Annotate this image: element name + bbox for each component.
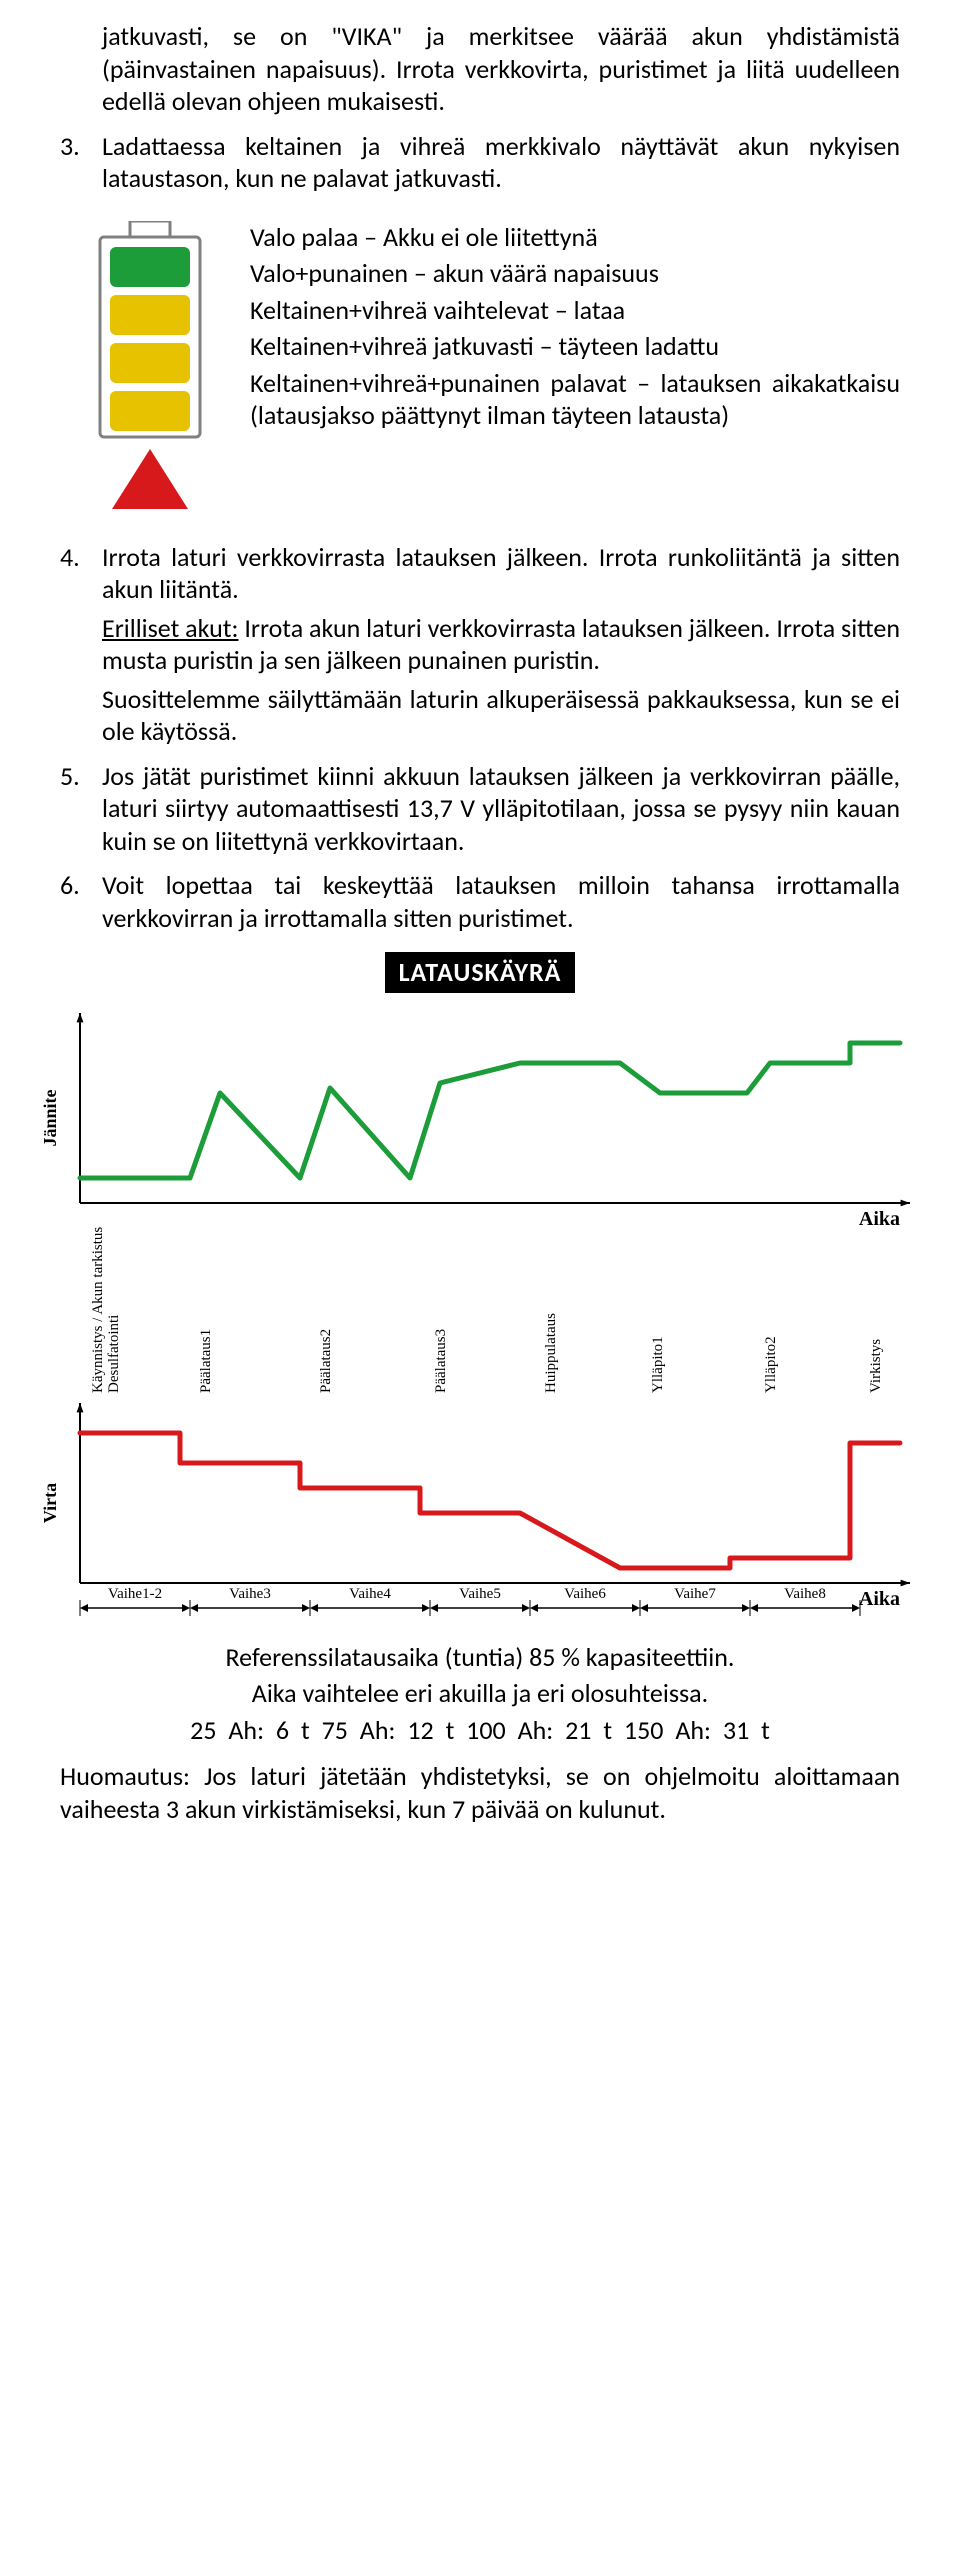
svg-text:Vaihe6: Vaihe6 — [564, 1586, 606, 1602]
svg-text:Huippulataus: Huippulataus — [543, 1312, 559, 1392]
svg-text:Vaihe4: Vaihe4 — [349, 1586, 391, 1602]
svg-text:Päälataus2: Päälataus2 — [318, 1328, 334, 1392]
svg-text:Ylläpito1: Ylläpito1 — [650, 1336, 666, 1393]
svg-text:Vaihe7: Vaihe7 — [674, 1586, 716, 1602]
battery-legend: Valo palaa – Akku ei ole liitettynä Valo… — [240, 221, 900, 436]
item-4b-label: Erilliset akut: — [102, 612, 238, 644]
item-6: 6. Voit lopettaa tai keskeyttää lataukse… — [60, 869, 900, 940]
legend-2: Valo+punainen – akun väärä napaisuus — [250, 257, 900, 290]
intro-block: jatkuvasti, se on "VIKA" ja merkitsee vä… — [60, 20, 900, 124]
item-4a: Irrota laturi verkkovirrasta latauksen j… — [102, 541, 900, 606]
intro-p1: jatkuvasti, se on "VIKA" ja merkitsee vä… — [102, 20, 900, 118]
svg-text:Vaihe3: Vaihe3 — [229, 1586, 271, 1602]
battery-icon — [60, 221, 240, 511]
svg-text:Vaihe1-2: Vaihe1-2 — [108, 1586, 162, 1602]
legend-5: Keltainen+vihreä+punainen palavat – lata… — [250, 367, 900, 432]
svg-text:Vaihe5: Vaihe5 — [459, 1586, 501, 1602]
item-3-body: Ladattaessa keltainen ja vihreä merkkiva… — [102, 130, 900, 195]
chart-block: Jännite Aika Käynnistys / Akun tarkistusDe… — [30, 1003, 930, 1623]
charge-title-wrap: LATAUSKÄYRÄ — [60, 952, 900, 993]
item-4b: Erilliset akut: Irrota akun laturi verkk… — [102, 612, 900, 677]
legend-4: Keltainen+vihreä jatkuvasti – täyteen la… — [250, 330, 900, 363]
battery-svg — [80, 221, 220, 511]
item-3: 3. Ladattaessa keltainen ja vihreä merkk… — [60, 130, 900, 201]
item-6-body: Voit lopettaa tai keskeyttää latauksen m… — [102, 869, 900, 934]
item-5-num: 5. — [60, 760, 102, 864]
charge-title: LATAUSKÄYRÄ — [385, 952, 576, 993]
battery-block: Valo palaa – Akku ei ole liitettynä Valo… — [60, 221, 900, 511]
item-3-num: 3. — [60, 130, 102, 201]
ref-line-2: Aika vaihtelee eri akuilla ja eri olosuh… — [60, 1677, 900, 1710]
legend-1: Valo palaa – Akku ei ole liitettynä — [250, 221, 900, 254]
chart-svg: Jännite Aika Käynnistys / Akun tarkistusDe… — [30, 1003, 930, 1623]
svg-text:Päälataus1: Päälataus1 — [198, 1328, 214, 1392]
legend-3: Keltainen+vihreä vaihtelevat – lataa — [250, 294, 900, 327]
svg-text:Jännite: Jännite — [40, 1089, 60, 1146]
item-4-num: 4. — [60, 541, 102, 754]
item-5: 5. Jos jätät puristimet kiinni akkuun la… — [60, 760, 900, 864]
item-4-body: Irrota laturi verkkovirrasta latauksen j… — [102, 541, 900, 754]
item-4c: Suosittelemme säilyttämään laturin alkup… — [102, 683, 900, 748]
item-5-body: Jos jätät puristimet kiinni akkuun latau… — [102, 760, 900, 858]
svg-text:Päälataus3: Päälataus3 — [433, 1328, 449, 1392]
svg-text:Käynnistys / Akun tarkistus: Käynnistys / Akun tarkistus — [90, 1226, 106, 1392]
footer-note: Huomautus: Jos laturi jätetään yhdistety… — [60, 1760, 900, 1825]
spacer — [60, 20, 102, 124]
svg-text:Aika: Aika — [859, 1208, 900, 1230]
svg-text:Virkistys: Virkistys — [868, 1338, 884, 1392]
svg-text:Aika: Aika — [859, 1588, 900, 1610]
ref-line-1: Referenssilatausaika (tuntia) 85 % kapas… — [60, 1641, 900, 1674]
svg-text:Desulfatointi: Desulfatointi — [106, 1314, 122, 1392]
item-6-num: 6. — [60, 869, 102, 940]
svg-text:Ylläpito2: Ylläpito2 — [763, 1336, 779, 1393]
item-4: 4. Irrota laturi verkkovirrasta lataukse… — [60, 541, 900, 754]
svg-text:Virta: Virta — [40, 1482, 60, 1522]
ref-values: 25 Ah: 6 t 75 Ah: 12 t 100 Ah: 21 t 150 … — [60, 1714, 900, 1747]
svg-text:Vaihe8: Vaihe8 — [784, 1586, 826, 1602]
